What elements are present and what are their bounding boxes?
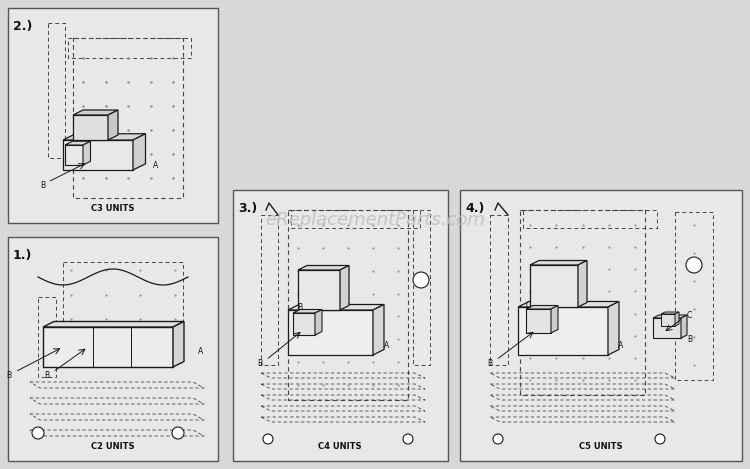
Polygon shape <box>530 260 587 265</box>
Polygon shape <box>261 417 425 422</box>
Text: 2.): 2.) <box>13 20 32 33</box>
Polygon shape <box>288 310 373 355</box>
Circle shape <box>493 434 503 444</box>
Text: B: B <box>298 303 302 311</box>
Polygon shape <box>30 382 204 388</box>
Polygon shape <box>30 414 204 420</box>
Text: A: A <box>153 160 158 169</box>
Circle shape <box>413 272 429 288</box>
Polygon shape <box>261 373 425 378</box>
Circle shape <box>172 427 184 439</box>
Polygon shape <box>63 262 183 352</box>
Text: C2 UNITS: C2 UNITS <box>92 442 135 451</box>
Polygon shape <box>293 310 322 313</box>
Circle shape <box>686 257 702 273</box>
Polygon shape <box>661 312 679 314</box>
Polygon shape <box>661 314 675 326</box>
Text: B: B <box>487 358 492 368</box>
Bar <box>460 190 742 461</box>
Polygon shape <box>30 398 204 404</box>
Polygon shape <box>340 265 349 310</box>
Text: C: C <box>525 301 531 310</box>
Polygon shape <box>108 110 118 140</box>
Polygon shape <box>63 134 146 140</box>
Polygon shape <box>73 115 108 140</box>
Polygon shape <box>261 384 425 389</box>
Text: B: B <box>687 335 692 345</box>
Polygon shape <box>518 307 608 355</box>
Circle shape <box>32 427 44 439</box>
Text: A: A <box>198 348 203 356</box>
Polygon shape <box>293 313 315 335</box>
Polygon shape <box>43 327 173 367</box>
Polygon shape <box>526 309 551 333</box>
Polygon shape <box>288 304 384 310</box>
Polygon shape <box>518 302 619 307</box>
Text: eReplacementParts.com: eReplacementParts.com <box>265 212 485 229</box>
Text: A: A <box>618 340 623 349</box>
Polygon shape <box>83 141 91 165</box>
Polygon shape <box>526 305 558 309</box>
Circle shape <box>655 434 665 444</box>
Polygon shape <box>73 38 183 198</box>
Polygon shape <box>298 270 340 310</box>
Circle shape <box>403 434 413 444</box>
Polygon shape <box>373 304 384 355</box>
Polygon shape <box>65 145 83 165</box>
Polygon shape <box>490 395 675 400</box>
Text: B: B <box>6 371 11 379</box>
Polygon shape <box>675 312 679 326</box>
Text: 1.): 1.) <box>13 249 32 262</box>
Polygon shape <box>520 210 645 395</box>
Polygon shape <box>681 315 687 338</box>
Polygon shape <box>63 140 133 170</box>
Polygon shape <box>551 305 558 333</box>
Polygon shape <box>261 395 425 400</box>
Circle shape <box>263 434 273 444</box>
Text: B: B <box>40 181 45 189</box>
Bar <box>8 8 218 223</box>
Polygon shape <box>578 260 587 307</box>
Polygon shape <box>73 110 118 115</box>
Polygon shape <box>43 322 184 327</box>
Text: B: B <box>256 358 262 368</box>
Polygon shape <box>490 417 675 422</box>
Text: C4 UNITS: C4 UNITS <box>318 442 362 451</box>
Text: C5 UNITS: C5 UNITS <box>579 442 622 451</box>
Bar <box>233 190 448 461</box>
Bar <box>8 237 218 461</box>
Polygon shape <box>530 265 578 307</box>
Polygon shape <box>653 318 681 338</box>
Polygon shape <box>490 406 675 411</box>
Text: A: A <box>384 340 389 349</box>
Polygon shape <box>315 310 322 335</box>
Polygon shape <box>173 322 184 367</box>
Polygon shape <box>490 373 675 378</box>
Polygon shape <box>261 406 425 411</box>
Text: 3.): 3.) <box>238 202 257 215</box>
Polygon shape <box>65 141 91 145</box>
Polygon shape <box>133 134 146 170</box>
Polygon shape <box>30 430 204 436</box>
Polygon shape <box>653 315 687 318</box>
Text: B: B <box>44 371 49 379</box>
Polygon shape <box>298 265 349 270</box>
Text: C: C <box>687 311 692 320</box>
Text: 4.): 4.) <box>465 202 484 215</box>
Polygon shape <box>288 210 408 400</box>
Text: C3 UNITS: C3 UNITS <box>92 204 135 213</box>
Polygon shape <box>608 302 619 355</box>
Polygon shape <box>490 384 675 389</box>
